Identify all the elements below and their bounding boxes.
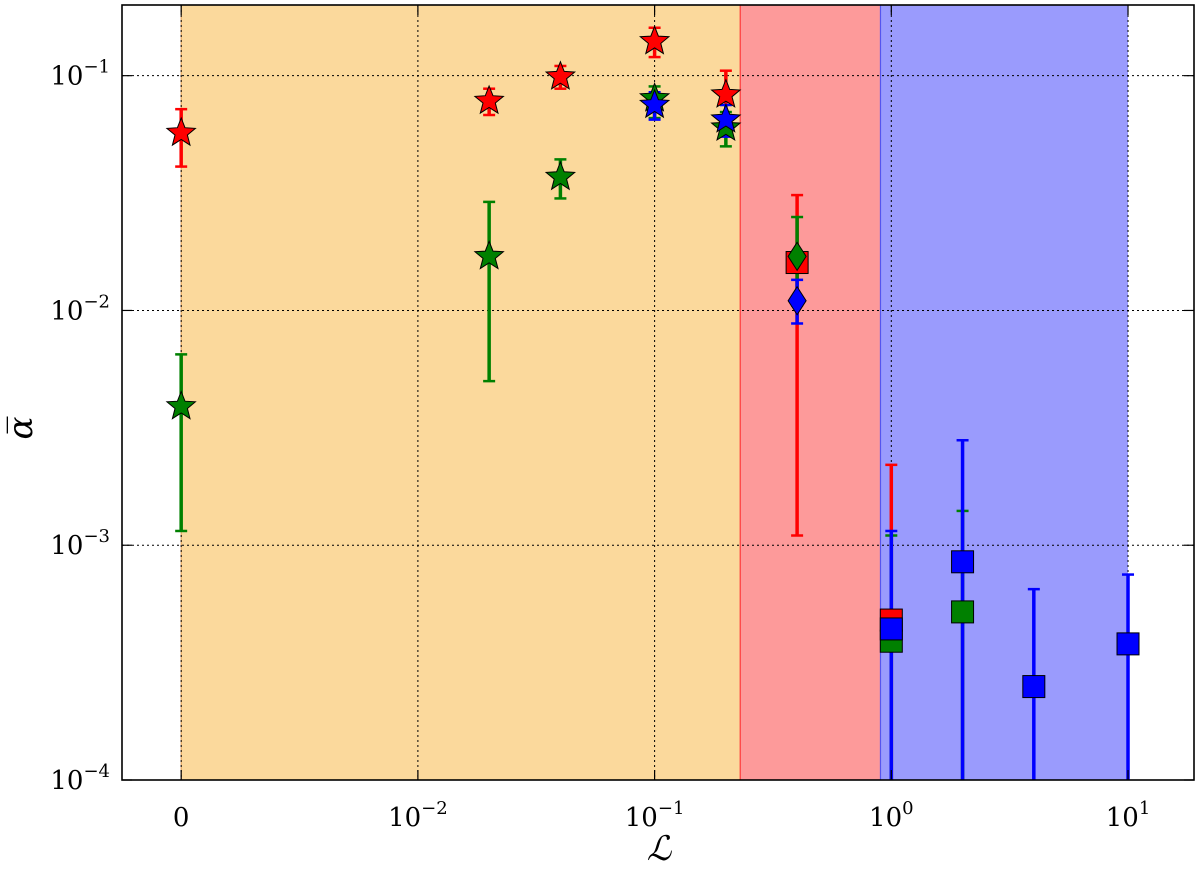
region-1 xyxy=(740,5,881,780)
marker-s1-p5 xyxy=(787,241,807,272)
marker-s0-p3 xyxy=(638,25,671,55)
y-tick-label-0: 10−4 xyxy=(50,761,110,796)
x-tick-label-3: 100 xyxy=(869,798,914,833)
x-tick-label-4: 101 xyxy=(1106,798,1151,833)
marker-s2-p3 xyxy=(879,617,903,641)
y-tick-label-2: 10−2 xyxy=(50,291,110,326)
y-axis-label: α̅ xyxy=(1,416,41,439)
markers xyxy=(165,25,1140,699)
marker-s0-p4 xyxy=(710,78,742,108)
marker-s0-p1 xyxy=(473,84,505,115)
marker-s0-p0 xyxy=(165,116,197,147)
plot-frame xyxy=(121,4,1195,781)
tick-labels: 0 10−2 10−1 100 101 10−4 10−3 10−2 10−1 xyxy=(50,57,1150,833)
marker-s2-p0 xyxy=(638,88,671,119)
marker-s2-p5 xyxy=(1022,675,1046,699)
region-0 xyxy=(181,5,741,780)
marker-s2-p6 xyxy=(1116,632,1140,656)
region-2 xyxy=(880,5,1129,780)
x-tick-label-2: 10−1 xyxy=(625,798,685,833)
shaded-regions xyxy=(180,5,1129,780)
y-tick-label-3: 10−1 xyxy=(50,57,110,92)
marker-s2-p1 xyxy=(710,103,742,133)
marker-s1-p2 xyxy=(544,160,577,191)
marker-s1-p1 xyxy=(473,239,505,270)
marker-s2-p2 xyxy=(787,285,807,316)
marker-s1-p0 xyxy=(165,390,197,420)
x-tick-label-1: 10−2 xyxy=(388,798,448,833)
y-tick-label-1: 10−3 xyxy=(50,526,110,561)
marker-s0-p2 xyxy=(544,60,577,90)
marker-s2-p4 xyxy=(951,550,975,574)
marker-s1-p7 xyxy=(951,600,975,624)
axes xyxy=(121,4,1195,781)
x-tick-label-0: 0 xyxy=(173,803,190,833)
x-axis-label: ℒ xyxy=(647,829,673,866)
